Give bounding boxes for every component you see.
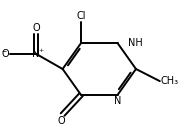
Text: NH: NH	[128, 38, 143, 48]
Text: +: +	[38, 48, 43, 53]
Text: N: N	[114, 95, 121, 106]
Text: O: O	[32, 23, 40, 33]
Text: O: O	[2, 49, 9, 59]
Text: −: −	[2, 48, 7, 53]
Text: Cl: Cl	[76, 11, 86, 21]
Text: O: O	[58, 116, 66, 126]
Text: N: N	[32, 49, 40, 59]
Text: CH₃: CH₃	[161, 76, 179, 86]
